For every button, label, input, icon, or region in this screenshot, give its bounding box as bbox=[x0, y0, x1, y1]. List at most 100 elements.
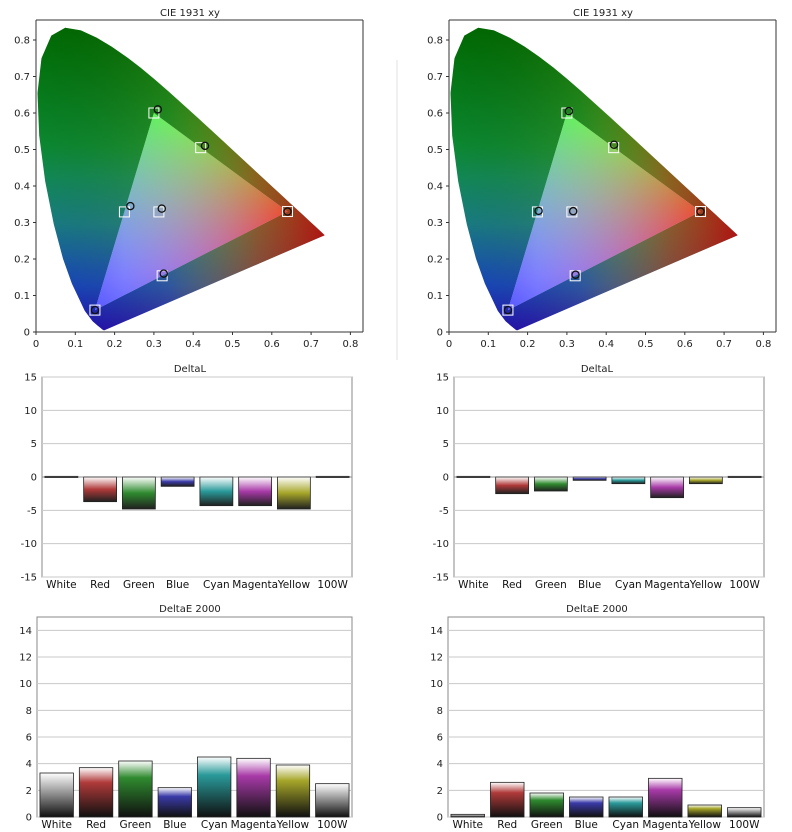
category-label: Yellow bbox=[689, 579, 723, 591]
cie-chart-right: 0 0.1 0.2 0.3 0.4 0.5 0.6 0.7 0.8 0 0.1 0.2 0.3 0.4 0.… bbox=[427, 19, 777, 350]
y-tick-label: 14 bbox=[19, 626, 32, 637]
deltae-right-title: DeltaE 2000 bbox=[566, 604, 628, 615]
cie-y-tick-label: 0.5 bbox=[14, 145, 30, 156]
cie-x-tick-label: 0.4 bbox=[598, 339, 614, 350]
category-label: Green bbox=[123, 579, 155, 591]
y-tick-label: 2 bbox=[26, 786, 32, 797]
deltae-chart-right: 14 12 10 8 6 4 2 0 White Red Green Blue Cyan Magenta Y… bbox=[430, 616, 765, 831]
target-marker bbox=[282, 206, 294, 218]
cie-x-tick-label: 0.4 bbox=[185, 339, 201, 350]
cie-x-tick-label: 0.8 bbox=[342, 339, 358, 350]
category-label: Yellow bbox=[277, 579, 311, 591]
bar-blue bbox=[569, 796, 604, 818]
bar-cyan bbox=[199, 476, 234, 507]
y-tick-label: 10 bbox=[24, 406, 37, 417]
category-label: Magenta bbox=[644, 579, 690, 591]
bar-blue bbox=[572, 476, 607, 481]
measured-marker bbox=[571, 270, 580, 279]
target-marker bbox=[695, 206, 707, 218]
measured-marker bbox=[564, 106, 574, 116]
deltal-chart-left: 15 10 5 0 -5 -10 -15 White Red Green Blue Cyan Magen… bbox=[21, 373, 353, 591]
category-label: Yellow bbox=[276, 819, 310, 831]
cie-x-tick-label: 0.3 bbox=[559, 339, 575, 350]
cie-y-tick-label: 0.1 bbox=[427, 291, 443, 302]
cie-y-tick-label: 0.5 bbox=[427, 145, 443, 156]
deltal-chart-right: 15 10 5 0 -5 -10 -15 White Red Green Blue Cyan Magen… bbox=[433, 373, 765, 591]
category-label: Blue bbox=[575, 819, 598, 831]
target-marker bbox=[89, 304, 101, 316]
bar-green bbox=[122, 476, 156, 510]
y-tick-label: 4 bbox=[437, 759, 443, 770]
cie-y-tick-label: 0.8 bbox=[427, 36, 443, 47]
target-marker bbox=[195, 142, 207, 154]
cie-y-tick-label: 0.1 bbox=[14, 291, 30, 302]
cie-x-tick-label: 0 bbox=[446, 339, 452, 350]
cie-left-title: CIE 1931 xy bbox=[160, 8, 220, 19]
cie-x-tick-label: 0.7 bbox=[716, 339, 732, 350]
y-tick-label: 14 bbox=[430, 626, 443, 637]
gamut-triangle bbox=[507, 113, 701, 311]
cie-x-tick-label: 0.8 bbox=[755, 339, 771, 350]
measured-marker bbox=[568, 206, 578, 216]
cie-x-tick-label: 0.1 bbox=[480, 339, 496, 350]
cie-y-tick-label: 0.6 bbox=[14, 109, 30, 120]
bar-red bbox=[78, 767, 114, 818]
bar-red bbox=[83, 476, 117, 503]
category-label: White bbox=[41, 819, 72, 831]
y-tick-label: 8 bbox=[437, 706, 443, 717]
cie-x-tick-label: 0.2 bbox=[107, 339, 123, 350]
y-tick-label: 10 bbox=[19, 679, 32, 690]
category-label: Green bbox=[120, 819, 152, 831]
cie-x-tick-label: 0.6 bbox=[677, 339, 693, 350]
cie-y-tick-label: 0.2 bbox=[14, 255, 30, 266]
category-label: White bbox=[458, 579, 489, 591]
deltae-chart-left: 14 12 10 8 6 4 2 0 White Red Green Blue Cyan Magenta Y… bbox=[19, 616, 353, 831]
category-label: Green bbox=[535, 579, 567, 591]
bar-magenta bbox=[236, 757, 271, 818]
bar-blue bbox=[160, 476, 195, 487]
cie-y-tick-label: 0.7 bbox=[14, 72, 30, 83]
bar-magenta bbox=[238, 476, 272, 507]
category-label: Cyan bbox=[201, 819, 228, 831]
cie-y-tick-label: 0.8 bbox=[14, 36, 30, 47]
cie-x-tick-label: 0.3 bbox=[146, 339, 162, 350]
bar-yellow bbox=[687, 804, 722, 818]
bar-yellow bbox=[275, 764, 311, 818]
target-marker bbox=[502, 304, 514, 316]
target-marker bbox=[118, 206, 130, 218]
y-tick-label: 8 bbox=[26, 706, 32, 717]
measured-marker bbox=[90, 305, 100, 315]
deltal-left-title: DeltaL bbox=[174, 364, 207, 375]
category-label: Cyan bbox=[615, 579, 642, 591]
y-tick-label: 12 bbox=[19, 653, 32, 664]
cie-y-tick-label: 0.4 bbox=[427, 182, 443, 193]
category-label: White bbox=[452, 819, 483, 831]
bar-cyan bbox=[611, 476, 646, 485]
bar-100w bbox=[727, 807, 762, 818]
measured-marker bbox=[534, 206, 543, 216]
category-label: 100W bbox=[317, 819, 348, 831]
cie-x-tick-label: 0.7 bbox=[303, 339, 319, 350]
y-tick-label: -5 bbox=[27, 506, 37, 517]
y-tick-label: -15 bbox=[21, 573, 37, 584]
bar-cyan bbox=[197, 756, 232, 818]
y-tick-label: 0 bbox=[26, 813, 32, 824]
category-label: 100W bbox=[729, 819, 760, 831]
y-tick-label: 0 bbox=[31, 473, 37, 484]
y-tick-label: 5 bbox=[443, 439, 449, 450]
target-marker bbox=[608, 142, 620, 154]
bar-green bbox=[529, 792, 564, 818]
cie-x-tick-label: 0.6 bbox=[264, 339, 280, 350]
cie-y-tick-label: 0 bbox=[24, 328, 30, 339]
cie-y-tick-label: 0.3 bbox=[427, 218, 443, 229]
measured-marker bbox=[153, 105, 163, 114]
category-label: White bbox=[46, 579, 77, 591]
cie-x-tick-label: 0.5 bbox=[638, 339, 654, 350]
bar-red bbox=[495, 476, 529, 495]
bar-white bbox=[39, 772, 74, 818]
bar-magenta bbox=[648, 777, 683, 818]
y-tick-label: 12 bbox=[430, 653, 443, 664]
y-tick-label: 10 bbox=[436, 406, 449, 417]
cie-x-tick-label: 0 bbox=[33, 339, 39, 350]
measured-marker bbox=[126, 201, 135, 211]
